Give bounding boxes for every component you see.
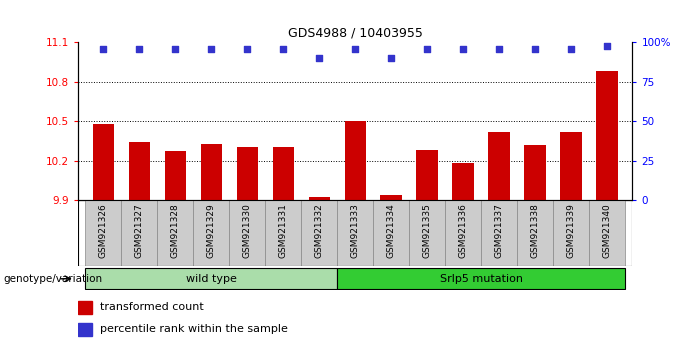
Bar [265, 200, 301, 266]
Point [602, 43, 613, 48]
Bar [78, 323, 92, 336]
Text: GSM921335: GSM921335 [423, 203, 432, 258]
Point [98, 46, 109, 52]
Text: GSM921329: GSM921329 [207, 203, 216, 258]
Point [422, 46, 432, 52]
Point [170, 46, 181, 52]
Text: GSM921334: GSM921334 [387, 203, 396, 258]
Text: GSM921340: GSM921340 [602, 203, 612, 258]
Title: GDS4988 / 10403955: GDS4988 / 10403955 [288, 27, 423, 40]
Point [386, 55, 396, 61]
Point [206, 46, 217, 52]
Bar [273, 148, 294, 200]
Point [494, 46, 505, 52]
Bar [86, 268, 337, 289]
Text: GSM921336: GSM921336 [459, 203, 468, 258]
Text: GSM921333: GSM921333 [351, 203, 360, 258]
Text: GSM921338: GSM921338 [530, 203, 540, 258]
Bar [78, 301, 92, 314]
Point [134, 46, 145, 52]
Point [314, 55, 325, 61]
Bar [524, 145, 546, 200]
Text: GSM921339: GSM921339 [566, 203, 576, 258]
Bar [560, 132, 582, 200]
Point [242, 46, 253, 52]
Text: Srlp5 mutation: Srlp5 mutation [440, 274, 523, 284]
Bar [517, 200, 554, 266]
Bar [337, 268, 625, 289]
Bar [309, 198, 330, 200]
Text: transformed count: transformed count [101, 302, 204, 312]
Point [566, 46, 577, 52]
Text: wild type: wild type [186, 274, 237, 284]
Bar [481, 200, 517, 266]
Bar [416, 150, 438, 200]
Bar [345, 121, 366, 200]
Bar [201, 144, 222, 200]
Text: GSM921328: GSM921328 [171, 203, 180, 258]
Bar [301, 200, 337, 266]
Text: GSM921327: GSM921327 [135, 203, 144, 258]
Bar [337, 200, 373, 266]
Bar [229, 200, 265, 266]
Point [530, 46, 541, 52]
Bar [452, 163, 474, 200]
Text: GSM921326: GSM921326 [99, 203, 108, 258]
Bar [554, 200, 589, 266]
Bar [92, 124, 114, 200]
Bar [373, 200, 409, 266]
Bar [129, 142, 150, 200]
Text: GSM921330: GSM921330 [243, 203, 252, 258]
Text: GSM921337: GSM921337 [495, 203, 504, 258]
Bar [409, 200, 445, 266]
Text: GSM921332: GSM921332 [315, 203, 324, 258]
Bar [589, 200, 625, 266]
Point [350, 46, 360, 52]
Bar [596, 72, 618, 200]
Bar [237, 148, 258, 200]
Bar [193, 200, 229, 266]
Bar [165, 152, 186, 200]
Bar [381, 195, 402, 200]
Point [458, 46, 469, 52]
Text: GSM921331: GSM921331 [279, 203, 288, 258]
Point [278, 46, 289, 52]
Text: percentile rank within the sample: percentile rank within the sample [101, 324, 288, 334]
Bar [488, 132, 510, 200]
Bar [157, 200, 193, 266]
Text: genotype/variation: genotype/variation [3, 274, 103, 284]
Bar [122, 200, 157, 266]
Bar [86, 200, 122, 266]
Bar [445, 200, 481, 266]
